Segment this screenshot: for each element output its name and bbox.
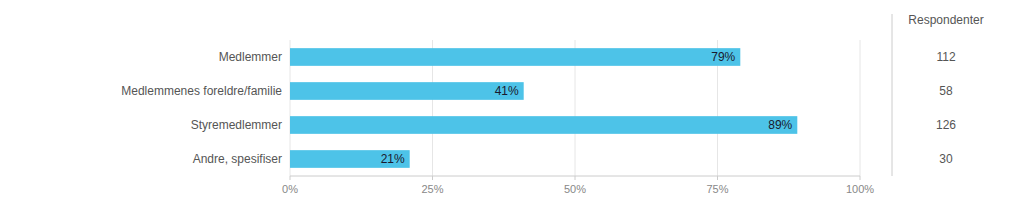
category-label: Andre, spesifiser bbox=[193, 152, 282, 166]
tick-label: 0% bbox=[282, 183, 298, 195]
tick-mark bbox=[575, 176, 576, 180]
respondent-count: 126 bbox=[936, 118, 956, 132]
respondent-count: 30 bbox=[939, 152, 953, 166]
tick-mark bbox=[717, 176, 718, 180]
data-label: 21% bbox=[381, 152, 405, 166]
axis-line bbox=[290, 176, 860, 177]
y-axis: Andre, spesifiser Styremedlemmer Medlemmen… bbox=[121, 50, 282, 166]
category-label: Medlemmenes foreldre/familie bbox=[121, 84, 282, 98]
tick-mark bbox=[290, 176, 291, 180]
bar bbox=[290, 82, 524, 100]
respondent-count: 58 bbox=[939, 84, 953, 98]
tick-label: 75% bbox=[706, 183, 728, 195]
tick-mark bbox=[860, 176, 861, 180]
bar bbox=[290, 48, 740, 66]
tick-label: 25% bbox=[421, 183, 443, 195]
data-label: 79% bbox=[711, 50, 735, 64]
data-label: 89% bbox=[768, 118, 792, 132]
bar bbox=[290, 150, 410, 168]
bars bbox=[290, 48, 797, 168]
respondent-count: 112 bbox=[936, 50, 955, 64]
x-axis: 0% 25% 50% 75% 100% bbox=[282, 176, 874, 195]
bar bbox=[290, 116, 797, 134]
category-label: Medlemmer bbox=[219, 50, 282, 64]
respondents-header: Respondenter bbox=[908, 13, 983, 27]
respondents-column: Respondenter 30 126 58 112 bbox=[892, 13, 984, 176]
tick-mark bbox=[432, 176, 433, 180]
tick-label: 100% bbox=[846, 183, 874, 195]
chart-container: 0% 25% 50% 75% 100% 21% 89% 41% 79% Andre, spesif… bbox=[0, 0, 1023, 211]
chart: 0% 25% 50% 75% 100% 21% 89% 41% 79% Andre, spesif… bbox=[0, 0, 1023, 211]
separator bbox=[892, 14, 893, 176]
data-label: 41% bbox=[495, 84, 519, 98]
category-label: Styremedlemmer bbox=[191, 118, 282, 132]
data-labels: 21% 89% 41% 79% bbox=[381, 50, 793, 166]
grid bbox=[290, 40, 860, 176]
tick-label: 50% bbox=[564, 183, 586, 195]
grid-line bbox=[860, 40, 861, 176]
